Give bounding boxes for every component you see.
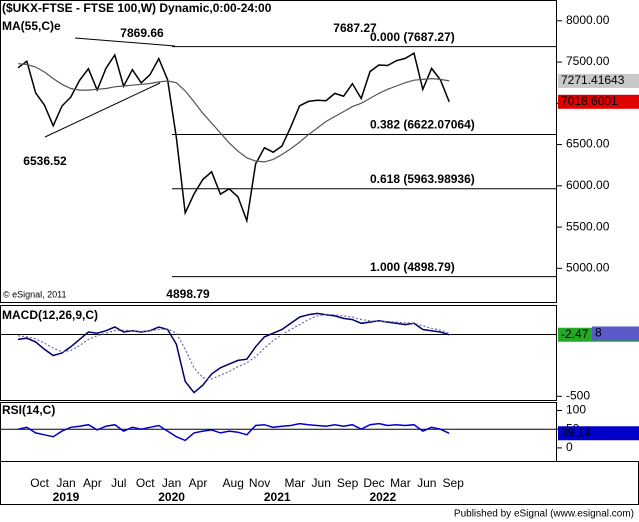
y-tick-label: 6500.00 bbox=[566, 137, 610, 151]
value-tag bbox=[592, 326, 639, 341]
x-tick-label: Jan bbox=[56, 476, 75, 490]
pane-title: MACD(12,26,9,C) bbox=[2, 308, 98, 322]
fib-label: 1.000 (4898.79) bbox=[370, 260, 455, 274]
annotation: 7687.27 bbox=[333, 21, 377, 35]
series-line bbox=[17, 314, 450, 380]
y-tick-label: -500 bbox=[566, 388, 590, 402]
year-label: 2021 bbox=[264, 490, 291, 504]
fib-label: 0.382 (6622.07064) bbox=[370, 118, 475, 132]
y-tick-label: 5000.00 bbox=[566, 261, 610, 275]
value-tag bbox=[558, 94, 639, 109]
year-label: 2019 bbox=[53, 490, 80, 504]
x-tick-label: Sep bbox=[337, 476, 359, 490]
note: © eSignal, 2011 bbox=[3, 289, 67, 299]
y-tick-label: 0 bbox=[566, 440, 573, 454]
series-line bbox=[17, 422, 450, 442]
series-line bbox=[17, 63, 450, 163]
x-tick-label: Jun bbox=[312, 476, 331, 490]
fib-label: 0.618 (5963.98936) bbox=[370, 172, 475, 186]
y-tick-label: 6000.00 bbox=[566, 178, 610, 192]
chart-title: ($UKX-FTSE - FTSE 100,W) Dynamic,0:00-24… bbox=[2, 1, 272, 15]
annotation: 6536.52 bbox=[23, 154, 67, 168]
year-label: 2022 bbox=[369, 490, 396, 504]
y-tick-label: 100 bbox=[566, 403, 586, 417]
value-tag-label: 7018.6001 bbox=[561, 94, 618, 108]
trendline bbox=[74, 37, 176, 47]
value-tag bbox=[558, 426, 639, 441]
fib-label: 0.000 (7687.27) bbox=[370, 30, 455, 44]
x-tick-label: Dec bbox=[363, 476, 384, 490]
x-tick-label: Apr bbox=[83, 476, 102, 490]
trendline bbox=[44, 82, 161, 138]
pane-title: RSI(14,C) bbox=[2, 403, 55, 417]
value-tag-label: -2.47 bbox=[561, 327, 589, 341]
x-tick-label: Jun bbox=[417, 476, 436, 490]
legend-entry: MA(55,C)e bbox=[2, 19, 61, 33]
macd-pane bbox=[0, 305, 557, 401]
x-tick-label: Mar bbox=[284, 476, 305, 490]
value-tag bbox=[558, 73, 639, 88]
x-tick-label: Jul bbox=[111, 476, 126, 490]
annotation: 7869.66 bbox=[120, 26, 164, 40]
x-tick-label: Jan bbox=[162, 476, 181, 490]
x-tick-label: Sep bbox=[443, 476, 465, 490]
x-tick-label: Apr bbox=[189, 476, 208, 490]
x-tick-label: Mar bbox=[390, 476, 411, 490]
price-pane bbox=[0, 0, 557, 303]
x-tick-label: Oct bbox=[136, 476, 155, 490]
y-tick-label: 7500.00 bbox=[566, 54, 610, 68]
x-tick-label: Aug bbox=[223, 476, 244, 490]
x-tick-label: Oct bbox=[30, 476, 49, 490]
y-tick-label: 8000.00 bbox=[566, 13, 610, 27]
series-line bbox=[17, 52, 450, 224]
annotation: 4898.79 bbox=[166, 287, 210, 301]
value-tag-label: 7271.41643 bbox=[561, 73, 625, 87]
footer: Published by eSignal (www.esignal.com) bbox=[454, 509, 634, 520]
value-tag-label: 39.14 bbox=[561, 425, 591, 439]
x-tick-label: Nov bbox=[249, 476, 270, 490]
y-tick-label: 5500.00 bbox=[566, 219, 610, 233]
year-label: 2020 bbox=[158, 490, 185, 504]
value-tag-label: 8 bbox=[595, 326, 602, 340]
